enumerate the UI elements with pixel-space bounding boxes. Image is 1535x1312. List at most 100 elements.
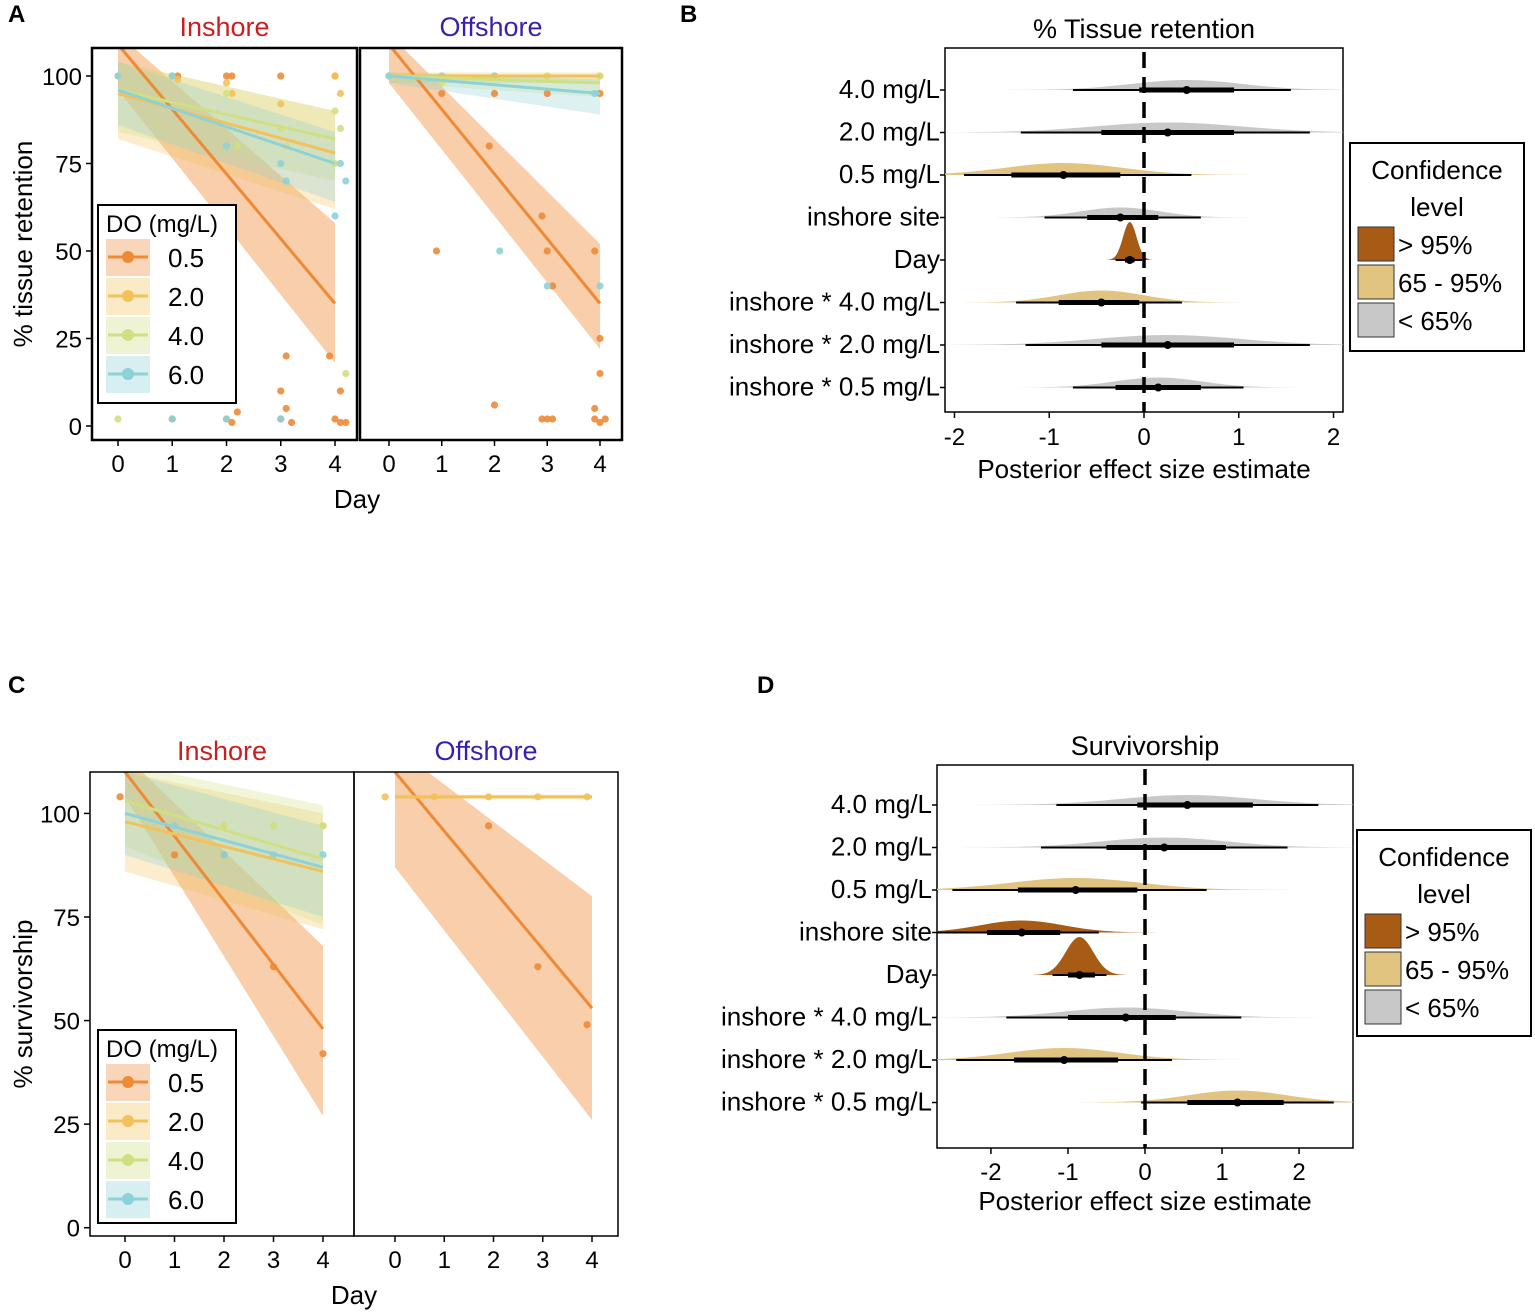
panel-letter-b: B — [680, 1, 697, 28]
point-0.5 — [116, 793, 124, 801]
point-6.0 — [336, 159, 345, 168]
legend-label: < 65% — [1405, 993, 1479, 1023]
point-6.0 — [319, 851, 327, 859]
point-6.0 — [496, 247, 504, 255]
x-tick-label: 3 — [536, 1247, 549, 1274]
x-tick-label: 0 — [1138, 1159, 1151, 1186]
density-4-0-mg-l — [962, 795, 1353, 805]
x-tick-label: 0 — [111, 451, 124, 478]
point-0.5 — [601, 415, 609, 423]
fit-line-2.0 — [124, 820, 324, 873]
legend-label: 4.0 — [168, 321, 204, 351]
density-2-0-mg-l — [952, 837, 1353, 848]
point-0.5 — [485, 142, 493, 150]
point-estimate — [1160, 843, 1169, 852]
legend-title: DO (mg/L) — [106, 1036, 218, 1063]
point-0.5 — [222, 72, 231, 80]
y-tick-label: 75 — [53, 905, 80, 932]
point-2.0 — [277, 100, 285, 108]
point-0.5 — [591, 404, 599, 413]
legend-label: 65 - 95% — [1398, 268, 1502, 298]
fit-line-0.5 — [393, 772, 594, 1010]
point-6.0 — [342, 177, 350, 185]
facet-frame — [358, 46, 624, 442]
facet-title-inshore: Inshore — [177, 736, 267, 766]
density-inshore-0-5-mg-l — [1012, 377, 1305, 388]
legend-label: > 95% — [1405, 917, 1479, 947]
point-0.5 — [490, 89, 499, 98]
point-0.5 — [282, 352, 290, 360]
legend-label: 6.0 — [168, 1185, 204, 1215]
row-label: inshore * 0.5 mg/L — [721, 1087, 932, 1117]
fit-line-4.0 — [117, 88, 336, 141]
legend-label: < 65% — [1398, 306, 1472, 336]
y-tick-label: 25 — [55, 327, 82, 354]
ribbon-4.0 — [118, 62, 335, 181]
density-day — [1106, 222, 1152, 260]
x-tick-label: -1 — [1039, 424, 1060, 451]
fit-line-4.0 — [388, 74, 601, 85]
x-tick-label: 2 — [488, 451, 501, 478]
legend-key-point — [122, 251, 134, 263]
y-tick-label: 100 — [42, 64, 82, 91]
fit-line-0.5 — [123, 772, 325, 1030]
row-label: Day — [886, 959, 932, 989]
density-inshore-4-0-mg-l — [937, 1007, 1326, 1018]
point-0.5 — [591, 247, 599, 255]
facet-title-offshore: Offshore — [434, 736, 537, 766]
point-6.0 — [114, 72, 122, 80]
point-0.5 — [596, 334, 604, 343]
x-tick-label: 2 — [220, 451, 233, 478]
legend-label: 0.5 — [168, 243, 204, 273]
legend-label: 0.5 — [168, 1068, 204, 1098]
point-0.5 — [277, 387, 285, 395]
panel-letter-a: A — [8, 1, 25, 28]
point-0.5 — [484, 822, 493, 830]
legend-key-point — [122, 1115, 134, 1127]
point-2.0 — [222, 79, 231, 87]
legend-key — [1357, 264, 1395, 300]
row-label: 2.0 mg/L — [831, 832, 932, 862]
legend-key-point — [122, 1193, 134, 1205]
point-0.5 — [331, 415, 339, 423]
point-2.0 — [336, 89, 345, 98]
point-4.0 — [233, 142, 241, 150]
point-estimate — [1071, 886, 1080, 894]
x-tick-label: 4 — [585, 1247, 598, 1274]
point-estimate — [1183, 801, 1192, 809]
ribbon-2.0 — [125, 772, 323, 930]
x-tick-label: 0 — [382, 451, 395, 478]
row-label: 4.0 mg/L — [839, 74, 940, 104]
legend-label: 6.0 — [168, 360, 204, 390]
forest-plot-d — [937, 795, 1353, 1107]
panel-letter-d: D — [757, 672, 774, 699]
point-0.5 — [538, 212, 546, 220]
x-tick-label: 0 — [118, 1247, 131, 1274]
point-0.5 — [583, 1021, 591, 1029]
x-tick-label: 2 — [217, 1247, 230, 1274]
x-axis-title: Posterior effect size estimate — [978, 1186, 1311, 1216]
panel-letter-c: C — [8, 672, 25, 699]
row-label: inshore * 4.0 mg/L — [729, 287, 940, 317]
x-tick-label: 2 — [487, 1247, 500, 1274]
legend-title-line1: Confidence — [1371, 155, 1503, 185]
y-tick-label: 0 — [69, 414, 82, 441]
legend-label: 65 - 95% — [1405, 955, 1509, 985]
point-2.0 — [228, 89, 236, 98]
point-estimate — [1163, 128, 1172, 137]
point-6.0 — [220, 851, 228, 859]
ribbon-2.0 — [118, 62, 335, 209]
density-4-0-mg-l — [995, 80, 1343, 90]
point-estimate — [1075, 971, 1084, 979]
point-0.5 — [170, 851, 179, 859]
point-0.5 — [325, 352, 334, 360]
point-estimate — [1116, 213, 1125, 222]
point-4.0 — [342, 369, 350, 378]
chart-title-d: Survivorship — [1071, 731, 1220, 761]
x-axis-title: Day — [331, 1280, 377, 1310]
x-tick-label: 3 — [541, 451, 554, 478]
x-tick-label: 1 — [166, 451, 179, 478]
x-tick-label: 3 — [274, 451, 287, 478]
point-2.0 — [381, 793, 389, 801]
point-4.0 — [220, 822, 228, 830]
